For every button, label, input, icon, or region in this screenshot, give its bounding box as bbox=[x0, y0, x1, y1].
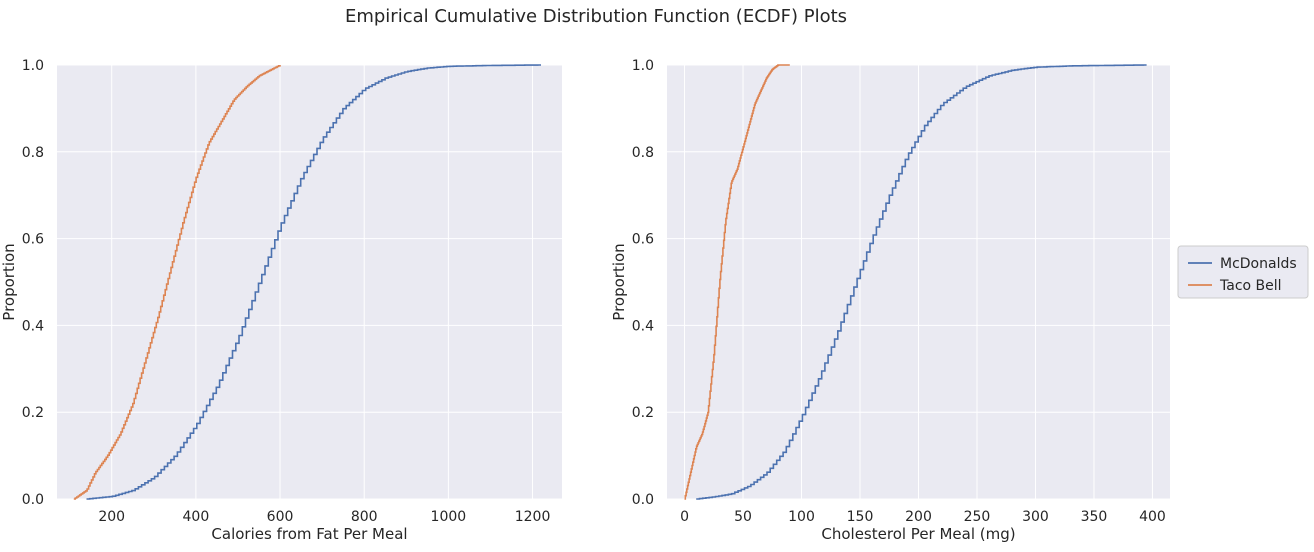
x-tick-label: 200 bbox=[98, 509, 125, 525]
x-tick-label: 250 bbox=[964, 509, 991, 525]
x-tick-label: 600 bbox=[267, 509, 294, 525]
x-tick-label: 400 bbox=[1139, 509, 1166, 525]
y-tick-label: 0.2 bbox=[632, 405, 654, 421]
x-axis-label: Calories from Fat Per Meal bbox=[211, 525, 407, 543]
y-tick-label: 0.0 bbox=[22, 492, 44, 508]
plot-background bbox=[57, 65, 562, 499]
y-tick-label: 0.4 bbox=[22, 318, 44, 334]
y-tick-label: 1.0 bbox=[632, 58, 654, 74]
x-tick-label: 1000 bbox=[431, 509, 467, 525]
ecdf-line-taco-bell bbox=[684, 64, 790, 500]
x-tick-label: 800 bbox=[351, 509, 378, 525]
x-tick-label: 1200 bbox=[515, 509, 551, 525]
legend-entry-label: McDonalds bbox=[1220, 256, 1297, 272]
y-tick-label: 0.8 bbox=[22, 145, 44, 161]
y-tick-label: 0.2 bbox=[22, 405, 44, 421]
x-tick-label: 350 bbox=[1081, 509, 1108, 525]
x-tick-label: 100 bbox=[788, 509, 815, 525]
ecdf-line-mcdonalds bbox=[696, 64, 1147, 500]
legend-entry-label: Taco Bell bbox=[1219, 278, 1282, 294]
x-tick-label: 300 bbox=[1022, 509, 1049, 525]
y-tick-label: 0.6 bbox=[632, 232, 654, 248]
plot-panel-1: 200 400 600 800 1000 1200 0.0 0.2 0.4 0.6 0.8 1.0 Ca… bbox=[0, 58, 562, 543]
y-tick-label: 0.6 bbox=[22, 232, 44, 248]
plot-panels: 200 400 600 800 1000 12000.00.20.40.60.81.0Ca… bbox=[0, 58, 1170, 543]
plot-panel-2: 0 50 100 150 200 250 300 350 400 0.0 0.2 0.4 0.6 0.8 1… bbox=[610, 58, 1170, 543]
x-tick-label: 150 bbox=[847, 509, 874, 525]
x-axis-label: Cholesterol Per Meal (mg) bbox=[821, 525, 1015, 543]
legend: McDonalds Taco Bell bbox=[1177, 245, 1309, 299]
x-tick-label: 50 bbox=[734, 509, 752, 525]
y-tick-label: 0.4 bbox=[632, 318, 654, 334]
y-tick-label: 0.8 bbox=[632, 145, 654, 161]
ecdf-line-taco-bell bbox=[73, 65, 281, 500]
y-tick-label: 1.0 bbox=[22, 58, 44, 74]
y-axis-label: Proportion bbox=[610, 243, 628, 320]
figure-title: Empirical Cumulative Distribution Functi… bbox=[345, 6, 847, 27]
x-tick-label: 200 bbox=[905, 509, 932, 525]
x-tick-label: 0 bbox=[680, 509, 689, 525]
y-axis-label: Proportion bbox=[0, 243, 18, 320]
ecdf-line-mcdonalds bbox=[86, 64, 541, 500]
x-tick-label: 400 bbox=[183, 509, 210, 525]
y-tick-label: 0.0 bbox=[632, 492, 654, 508]
